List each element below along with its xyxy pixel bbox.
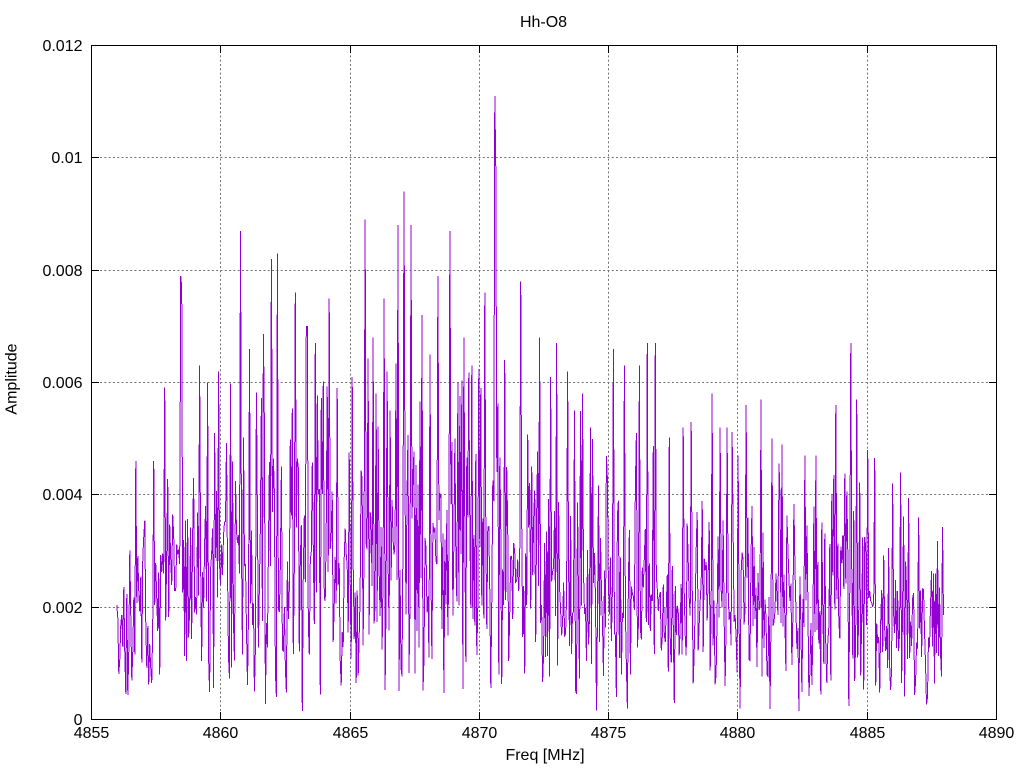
svg-text:Hh-O8: Hh-O8 xyxy=(520,14,567,31)
svg-text:4885: 4885 xyxy=(850,725,886,742)
svg-text:4870: 4870 xyxy=(462,725,498,742)
svg-text:4875: 4875 xyxy=(591,725,627,742)
svg-text:0.012: 0.012 xyxy=(42,38,82,55)
svg-text:0.008: 0.008 xyxy=(42,263,82,280)
svg-text:0.006: 0.006 xyxy=(42,375,82,392)
svg-text:0.01: 0.01 xyxy=(51,150,82,167)
svg-text:0.002: 0.002 xyxy=(42,600,82,617)
svg-text:4865: 4865 xyxy=(333,725,369,742)
svg-text:Amplitude: Amplitude xyxy=(4,343,21,414)
svg-text:4890: 4890 xyxy=(979,725,1015,742)
svg-text:Freq [MHz]: Freq [MHz] xyxy=(505,747,584,764)
svg-text:4880: 4880 xyxy=(720,725,756,742)
svg-text:0.004: 0.004 xyxy=(42,487,82,504)
svg-text:4855: 4855 xyxy=(74,725,110,742)
svg-text:0: 0 xyxy=(74,712,83,729)
svg-text:4860: 4860 xyxy=(203,725,239,742)
